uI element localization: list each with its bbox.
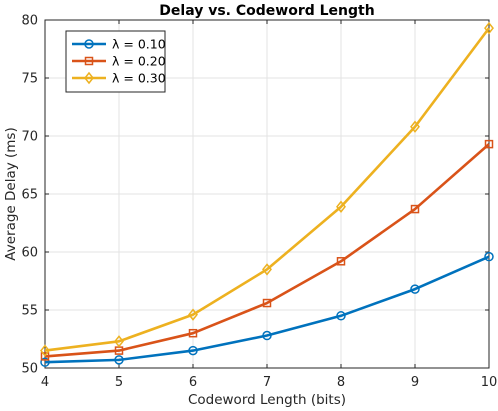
x-tick-label: 7 — [263, 375, 271, 390]
series-1 — [40, 251, 494, 367]
x-tick-label: 4 — [41, 375, 49, 390]
y-tick-label: 50 — [21, 362, 38, 377]
chart-title: Delay vs. Codeword Length — [159, 3, 374, 19]
data-point — [114, 335, 124, 348]
data-point — [262, 263, 272, 276]
data-point — [40, 344, 50, 357]
data-point — [40, 357, 50, 367]
series-line — [44, 27, 491, 352]
data-point — [262, 330, 272, 341]
y-tick-label: 60 — [21, 246, 38, 261]
legend-marker — [84, 39, 94, 49]
data-point — [336, 311, 346, 321]
legend-item: λ = 0.10 — [72, 37, 166, 52]
legend-label: λ = 0.10 — [112, 37, 166, 52]
x-tick-label: 10 — [481, 375, 498, 390]
axis-ticks: 4 5 6 7 8 9 10 50 55 60 65 70 75 80 — [21, 14, 497, 391]
x-tick-label: 9 — [411, 375, 419, 390]
data-point — [114, 355, 124, 365]
data-point — [40, 352, 50, 361]
legend: λ = 0.10 λ = 0.20 λ = 0.30 — [65, 30, 166, 93]
y-tick-label: 65 — [21, 188, 38, 203]
legend-item: λ = 0.20 — [72, 54, 166, 69]
series-line — [44, 255, 490, 364]
data-point — [484, 21, 494, 35]
data-point — [188, 345, 198, 356]
data-point — [336, 200, 346, 213]
y-tick-label: 55 — [21, 304, 38, 319]
y-axis-label: Average Delay (ms) — [3, 127, 19, 260]
legend-item: λ = 0.30 — [72, 71, 166, 86]
data-point — [410, 204, 420, 214]
y-tick-label: 80 — [21, 14, 38, 29]
x-tick-label: 8 — [337, 375, 345, 390]
data-point — [410, 120, 420, 133]
data-point — [410, 284, 420, 294]
series-3 — [40, 21, 494, 357]
data-point — [484, 251, 494, 262]
legend-label: λ = 0.30 — [112, 71, 166, 86]
data-series — [40, 21, 494, 367]
y-tick-label: 75 — [21, 72, 38, 87]
data-point — [188, 308, 198, 321]
data-point — [336, 257, 346, 266]
x-tick-label: 5 — [115, 375, 123, 390]
series-2 — [40, 139, 494, 361]
legend-label: λ = 0.20 — [112, 54, 166, 69]
data-point — [188, 328, 198, 338]
legend-marker — [84, 56, 94, 66]
data-point — [262, 298, 272, 308]
y-tick-label: 70 — [21, 130, 38, 145]
x-axis-label: Codeword Length (bits) — [188, 392, 346, 408]
x-tick-label: 6 — [189, 375, 197, 390]
series-line — [44, 143, 490, 358]
legend-marker — [84, 71, 94, 85]
data-point — [484, 139, 494, 149]
